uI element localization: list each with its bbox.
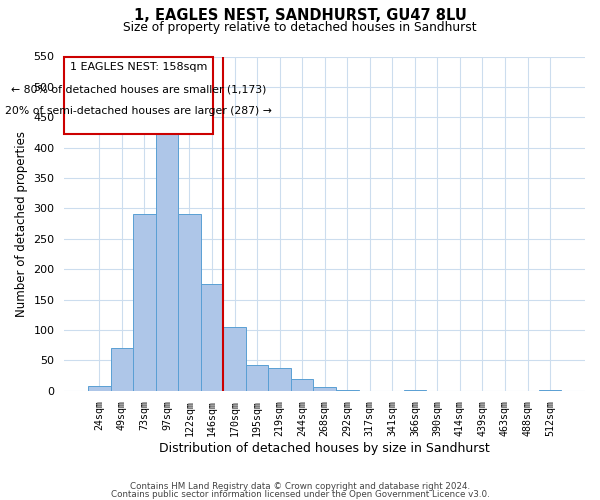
Text: Contains HM Land Registry data © Crown copyright and database right 2024.: Contains HM Land Registry data © Crown c… xyxy=(130,482,470,491)
Bar xyxy=(223,327,246,390)
Text: 20% of semi-detached houses are larger (287) →: 20% of semi-detached houses are larger (… xyxy=(5,106,272,117)
Text: Size of property relative to detached houses in Sandhurst: Size of property relative to detached ho… xyxy=(123,22,477,35)
Bar xyxy=(201,284,223,391)
Bar xyxy=(110,348,133,391)
Text: 1, EAGLES NEST, SANDHURST, GU47 8LU: 1, EAGLES NEST, SANDHURST, GU47 8LU xyxy=(134,8,466,22)
Bar xyxy=(246,364,268,390)
Text: 1 EAGLES NEST: 158sqm: 1 EAGLES NEST: 158sqm xyxy=(70,62,208,72)
Y-axis label: Number of detached properties: Number of detached properties xyxy=(15,130,28,316)
Bar xyxy=(291,378,313,390)
Text: Contains public sector information licensed under the Open Government Licence v3: Contains public sector information licen… xyxy=(110,490,490,499)
Bar xyxy=(178,214,201,390)
Text: ← 80% of detached houses are smaller (1,173): ← 80% of detached houses are smaller (1,… xyxy=(11,84,266,94)
Bar xyxy=(313,387,336,390)
Bar xyxy=(155,132,178,390)
Bar xyxy=(88,386,110,390)
Bar xyxy=(133,214,155,390)
Bar xyxy=(268,368,291,390)
X-axis label: Distribution of detached houses by size in Sandhurst: Distribution of detached houses by size … xyxy=(160,442,490,455)
